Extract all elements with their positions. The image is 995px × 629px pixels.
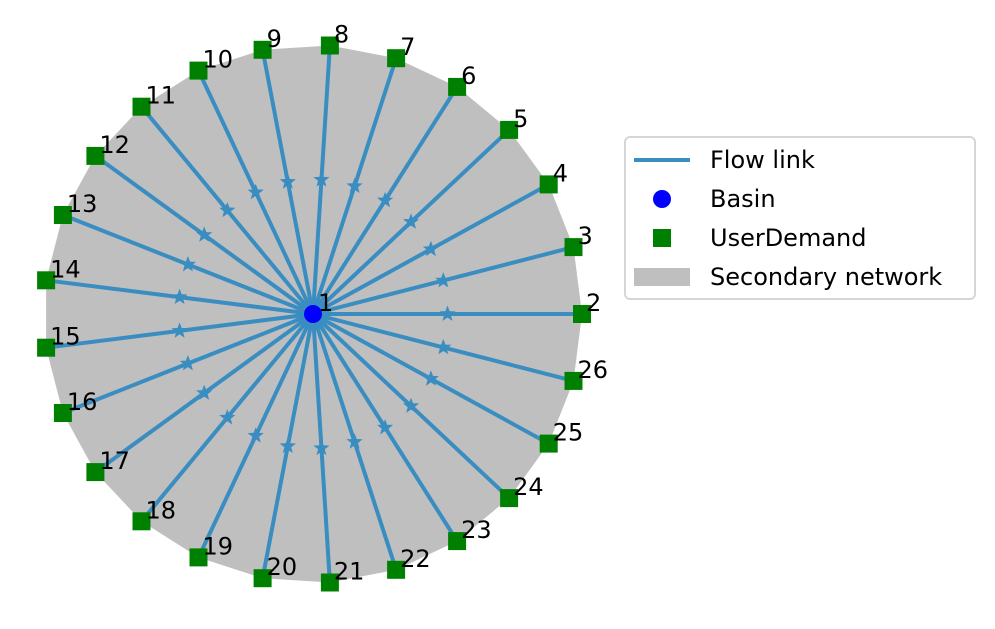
user-demand-label-26: 26 (578, 356, 609, 384)
user-demand-label-4: 4 (553, 159, 568, 187)
flow-link-marker-10 (247, 183, 264, 200)
user-demand-label-21: 21 (334, 558, 365, 586)
legend-label-user-demand: UserDemand (710, 224, 867, 252)
flow-link-marker-13 (179, 256, 196, 272)
user-demand-node-3 (564, 238, 583, 257)
user-demand-node-8 (320, 36, 339, 55)
user-demand-node-16 (53, 404, 72, 422)
user-demand-label-15: 15 (50, 323, 81, 351)
user-demand-label-23: 23 (461, 516, 492, 544)
user-demand-label-22: 22 (400, 545, 431, 573)
user-demand-node-6 (448, 77, 467, 96)
user-demand-label-10: 10 (203, 46, 234, 74)
legend-label-basin: Basin (710, 185, 776, 213)
user-demand-label-17: 17 (99, 447, 130, 475)
flow-link-markers (171, 171, 456, 456)
user-demand-node-2 (573, 305, 591, 323)
flow-link-marker-2 (439, 305, 456, 321)
user-demand-label-6: 6 (461, 62, 476, 90)
user-demand-node-13 (53, 206, 72, 224)
user-demand-label-20: 20 (267, 553, 298, 581)
user-demand-node-10 (189, 61, 208, 80)
user-demand-label-12: 12 (99, 131, 130, 159)
user-demand-node-4 (539, 175, 558, 194)
flow-link-marker-17 (196, 384, 213, 400)
flow-link-marker-24 (403, 397, 420, 413)
flow-link-marker-25 (422, 370, 439, 386)
legend-label-secondary-network: Secondary network (710, 263, 943, 291)
user-demand-label-19: 19 (203, 532, 234, 560)
user-demand-node-5 (500, 120, 519, 139)
user-demand-node-23 (448, 532, 467, 551)
user-demand-label-7: 7 (400, 33, 415, 61)
flow-link-marker-16 (179, 355, 196, 371)
user-demand-label-24: 24 (513, 473, 544, 501)
flow-link-marker-26 (435, 338, 452, 355)
flow-link-marker-5 (403, 213, 420, 229)
basin-node (304, 305, 322, 323)
flow-link-marker-3 (435, 272, 452, 288)
user-demand-node-22 (387, 560, 406, 579)
basin-swatch (653, 190, 671, 208)
user-demand-node-21 (320, 573, 339, 592)
user-demand-node-24 (500, 489, 519, 508)
user-demand-node-17 (86, 463, 105, 482)
user-demand-label-9: 9 (267, 25, 282, 53)
user-demand-node-20 (253, 569, 272, 588)
secondary-network-swatch (634, 268, 690, 286)
user-demand-node-15 (37, 338, 56, 357)
flow-link-marker-19 (247, 427, 264, 443)
flow-link-marker-7 (346, 177, 363, 193)
user-demand-node-12 (86, 146, 105, 165)
flow-link-marker-18 (219, 409, 236, 425)
basin-node-label: 1 (318, 289, 333, 317)
user-demand-label-8: 8 (334, 21, 349, 49)
flow-link-marker-12 (196, 226, 213, 242)
user-demand-label-11: 11 (146, 82, 177, 110)
user-demand-node-11 (132, 97, 151, 116)
flow-link-swatch (634, 158, 690, 162)
user-demand-node-7 (387, 49, 406, 68)
flow-link-marker-23 (377, 419, 394, 435)
user-demand-label-2: 2 (586, 289, 601, 317)
user-demand-node-18 (132, 512, 151, 531)
user-demand-nodes (37, 36, 591, 592)
user-demand-label-3: 3 (578, 222, 593, 250)
flow-link-marker-22 (346, 433, 363, 449)
user-demand-label-16: 16 (67, 388, 98, 416)
flow-link-marker-9 (279, 173, 296, 189)
user-demand-label-5: 5 (513, 105, 528, 133)
user-demand-node-9 (253, 40, 272, 59)
flow-link-marker-11 (219, 201, 236, 218)
user-demand-label-13: 13 (67, 190, 98, 218)
user-demand-label-18: 18 (146, 496, 177, 524)
legend: Flow link Basin UserDemand Secondary net… (624, 136, 976, 300)
user-demand-node-25 (539, 434, 558, 453)
user-demand-node-14 (37, 271, 56, 290)
flow-link-marker-15 (171, 322, 188, 338)
flow-link-marker-4 (422, 240, 439, 257)
flow-link-marker-14 (171, 288, 188, 304)
user-demand-label-14: 14 (50, 255, 81, 283)
flow-link-marker-6 (377, 191, 394, 208)
flow-link-marker-8 (313, 171, 330, 187)
legend-label-flow-link: Flow link (710, 146, 815, 174)
user-demand-node-19 (189, 548, 208, 567)
user-demand-label-25: 25 (553, 419, 584, 447)
user-demand-node-26 (564, 371, 583, 390)
flow-link-marker-21 (313, 439, 330, 456)
user-demand-swatch (653, 229, 671, 247)
flow-link-marker-20 (279, 437, 296, 453)
